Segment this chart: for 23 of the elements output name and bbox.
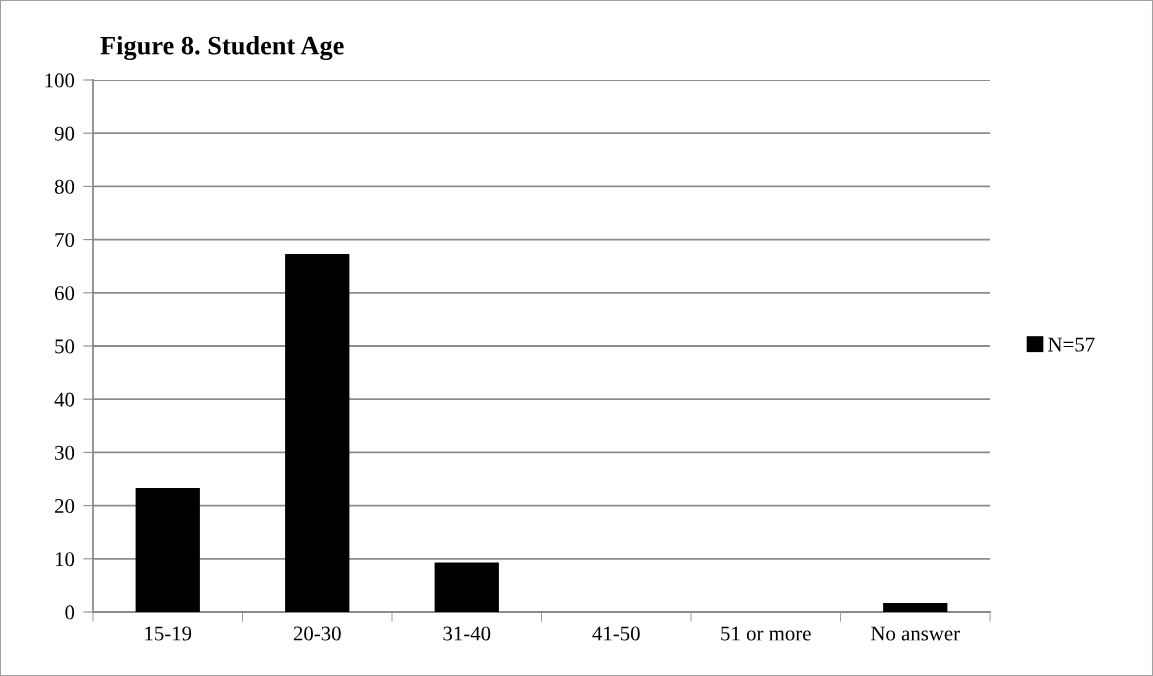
chart-title: Figure 8. Student Age [100,35,344,61]
bar [135,488,200,612]
y-tick-label: 70 [55,232,75,248]
y-tick-label: 40 [54,392,75,407]
bar [285,253,350,612]
y-tick-label: 60 [55,286,75,301]
y-tick-label: 10 [55,552,75,567]
bar [883,602,948,612]
y-tick-label: 30 [55,445,75,460]
y-tick-label: 90 [54,126,75,141]
x-tick-label: No answer [871,626,960,641]
x-tick-label: 31-40 [443,626,491,641]
x-tick-label: 20-30 [293,626,341,641]
x-tick-label: 41-50 [592,626,640,641]
y-tick-label: 0 [65,605,75,620]
x-tick-label: 51 or more [721,626,811,641]
legend-label: N=57 [1048,337,1095,352]
y-tick-label: 50 [55,339,75,354]
bar [434,562,499,612]
x-tick-label: 15-19 [145,626,192,641]
y-tick-label: 20 [55,498,75,514]
y-tick-label: 100 [45,73,75,88]
y-tick-label: 80 [54,179,75,194]
